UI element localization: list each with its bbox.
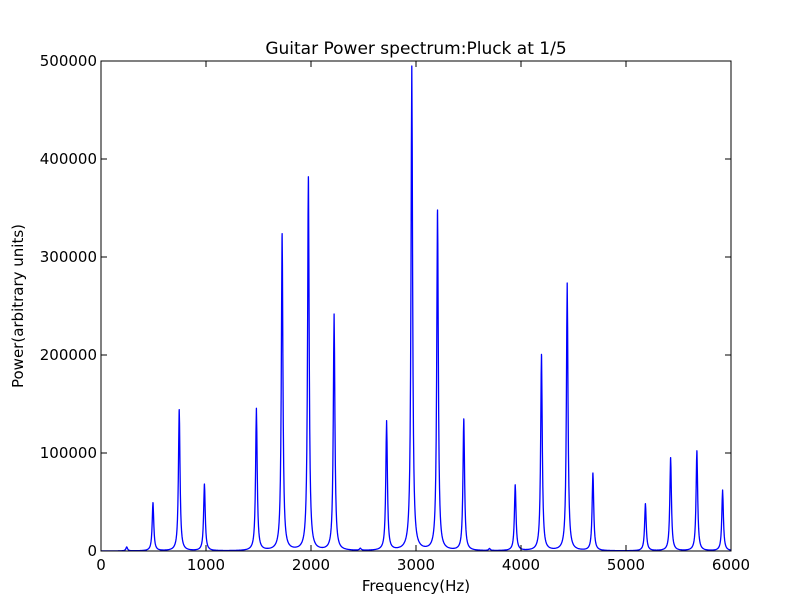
y-axis-label: Power(arbitrary units) xyxy=(9,224,27,388)
x-tick-label: 4000 xyxy=(502,556,540,574)
y-tick-label: 400000 xyxy=(40,150,97,168)
plot-area xyxy=(101,61,731,551)
y-tick-label: 0 xyxy=(87,542,97,560)
chart-title: Guitar Power spectrum:Pluck at 1/5 xyxy=(265,39,566,59)
y-tick-label: 500000 xyxy=(40,52,97,70)
x-tick-label: 3000 xyxy=(397,556,435,574)
x-tick-label: 6000 xyxy=(712,556,750,574)
x-axis-label: Frequency(Hz) xyxy=(362,577,470,595)
x-axis: 0 1000 2000 3000 4000 5000 6000 xyxy=(96,61,750,574)
x-tick-label: 1000 xyxy=(187,556,225,574)
x-tick-label: 2000 xyxy=(292,556,330,574)
y-axis: 0 100000 200000 300000 400000 500000 xyxy=(40,52,731,560)
x-tick-label: 5000 xyxy=(607,556,645,574)
y-tick-label: 100000 xyxy=(40,444,97,462)
y-tick-label: 200000 xyxy=(40,346,97,364)
x-tick-label: 0 xyxy=(96,556,106,574)
y-tick-label: 300000 xyxy=(40,248,97,266)
